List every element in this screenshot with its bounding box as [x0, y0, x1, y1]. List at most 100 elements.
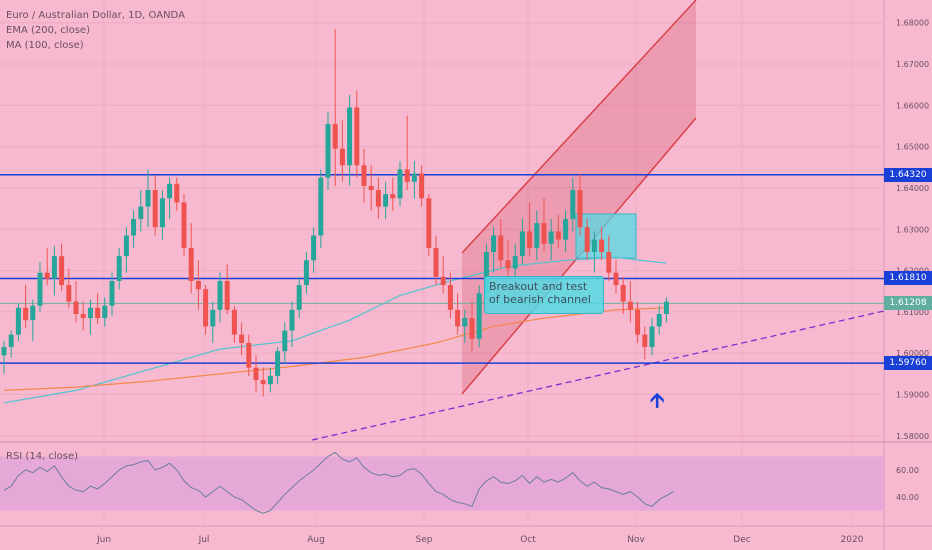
y-tick-label: 1.66000 [896, 101, 929, 110]
candle-body [102, 305, 108, 319]
candle-body [527, 231, 533, 248]
level-price-tag: 1.64320 [884, 167, 932, 182]
candle-body [411, 173, 417, 182]
breakout-annotation[interactable]: Breakout and test of bearish channel [484, 276, 604, 314]
candle-body [534, 223, 540, 248]
candle-body [599, 239, 605, 253]
candle-body [433, 247, 439, 277]
candle-body [627, 301, 633, 310]
candle-body [282, 330, 288, 352]
y-tick-label: 1.68000 [896, 19, 929, 28]
candle-body [239, 334, 245, 343]
x-tick-label: Sep [416, 535, 433, 545]
candle-body [649, 326, 655, 348]
rsi-tick-label: 60.00 [896, 466, 919, 475]
x-tick-label: Jul [198, 535, 210, 545]
candle-body [476, 293, 482, 339]
candle-body [1, 347, 7, 356]
candle-body [296, 285, 302, 310]
candle-body [656, 313, 662, 327]
candle-body [383, 194, 389, 207]
candle-body [663, 301, 669, 314]
candle-body [512, 256, 518, 269]
candle-body [59, 256, 65, 286]
candle-body [570, 190, 576, 219]
ma-legend: MA (100, close) [6, 40, 84, 51]
candle-body [23, 307, 29, 321]
candle-body [210, 309, 216, 327]
candle-body [447, 285, 453, 310]
candle-body [30, 305, 36, 321]
candle-body [80, 313, 86, 319]
y-tick-label: 1.59000 [896, 391, 929, 400]
candle-body [563, 218, 569, 240]
candle-body [404, 169, 410, 182]
candle-body [138, 206, 144, 219]
candle-body [584, 227, 590, 253]
candle-body [440, 276, 446, 286]
ema-legend: EMA (200, close) [6, 25, 90, 36]
candle-body [181, 202, 187, 248]
candle-body [455, 309, 461, 327]
candle-body [548, 231, 554, 244]
candle-body [541, 223, 547, 244]
x-tick-label: Oct [520, 535, 536, 545]
y-tick-label: 1.64000 [896, 184, 929, 193]
candle-body [591, 239, 597, 253]
rsi-band [0, 456, 884, 511]
candle-body [87, 307, 93, 319]
candle-body [224, 280, 230, 310]
x-tick-label: 2020 [841, 535, 864, 545]
rising-trendline [311, 310, 885, 441]
candle-body [95, 307, 101, 319]
candle-body [505, 260, 511, 269]
channel-upper-rail [461, 0, 697, 254]
y-tick-label: 1.60000 [896, 349, 929, 358]
current-price-tag: 1.61208 [884, 296, 932, 311]
candle-body [131, 218, 137, 236]
y-tick-label: 1.58000 [896, 432, 929, 441]
candle-body [332, 123, 338, 149]
candle-body [15, 307, 21, 335]
ema-200-line [3, 307, 667, 391]
symbol-title: Euro / Australian Dollar, 1D, OANDA [6, 10, 185, 21]
candle-body [361, 165, 367, 186]
x-tick-label: Jun [96, 535, 111, 545]
candle-body [253, 367, 259, 381]
candle-body [519, 231, 525, 257]
rsi-line [3, 451, 674, 514]
x-tick-label: Aug [307, 535, 325, 545]
candle-body [195, 280, 201, 290]
candle-body [354, 107, 360, 166]
candle-body [620, 285, 626, 302]
candle-body [289, 309, 295, 331]
candle-body [325, 123, 331, 178]
y-tick-label: 1.62000 [896, 267, 929, 276]
candle-body [498, 235, 504, 261]
candle-body [303, 260, 309, 286]
candle-body [37, 272, 43, 306]
candle-body [44, 272, 50, 279]
candle-body [483, 252, 489, 294]
candle-body [311, 235, 317, 261]
candle-body [275, 351, 281, 376]
y-tick-label: 1.61000 [896, 308, 929, 317]
candle-body [246, 342, 252, 368]
x-tick-label: Nov [627, 535, 645, 545]
level-price-tag: 1.59760 [884, 356, 932, 371]
rsi-legend: RSI (14, close) [6, 451, 79, 462]
y-tick-label: 1.65000 [896, 143, 929, 152]
candle-body [152, 190, 158, 228]
candle-body [642, 334, 648, 348]
x-tick-label: Dec [733, 535, 750, 545]
candle-body [375, 190, 381, 207]
candle-body [66, 285, 72, 302]
candle-body [73, 301, 79, 314]
y-tick-label: 1.67000 [896, 60, 929, 69]
candle-body [109, 280, 115, 306]
candle-body [469, 318, 475, 339]
candle-body [267, 375, 273, 385]
candle-body [613, 272, 619, 286]
candle-body [347, 107, 353, 166]
